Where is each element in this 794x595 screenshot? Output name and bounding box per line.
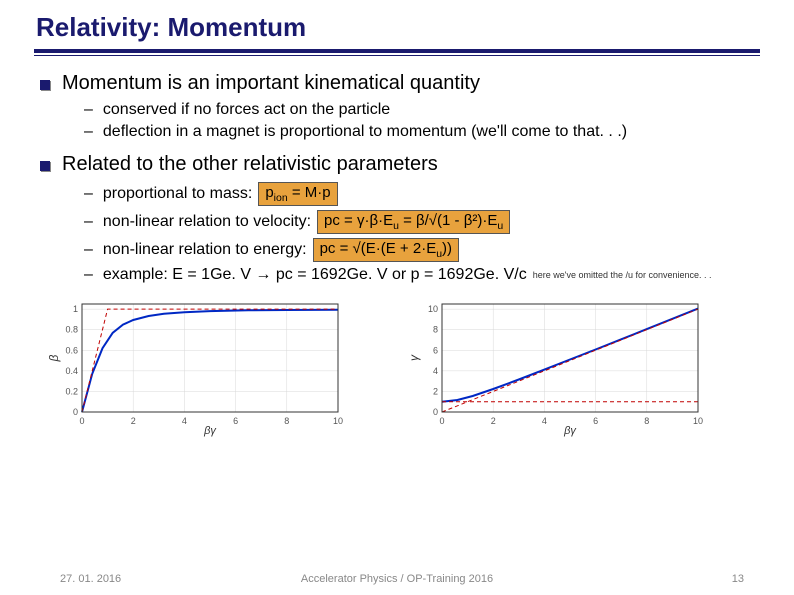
footer-date: 27. 01. 2016 xyxy=(60,573,121,585)
svg-text:2: 2 xyxy=(131,416,136,426)
bullet-sub: –non-linear relation to energy: pc = √(E·… xyxy=(84,238,758,262)
bullet-sub: –non-linear relation to velocity: pc = γ·… xyxy=(84,210,758,234)
footer-center: Accelerator Physics / OP-Training 2016 xyxy=(301,573,493,585)
bullet-sub-text: deflection in a magnet is proportional t… xyxy=(103,123,627,141)
svg-text:βγ: βγ xyxy=(203,425,217,437)
svg-text:4: 4 xyxy=(182,416,187,426)
svg-text:βγ: βγ xyxy=(563,425,577,437)
charts-row: 0 2 4 6 8 10 0 0.2 0.4 0.6 0.8 1 βγ β 0 2 4 6 8 10 0 2 4 6 8 10 β… xyxy=(46,298,794,443)
svg-text:10: 10 xyxy=(693,416,703,426)
bullet-square-icon xyxy=(40,80,50,90)
bullet-sub: –deflection in a magnet is proportional … xyxy=(84,123,758,141)
bullet-main-text: Momentum is an important kinematical qua… xyxy=(62,72,480,95)
svg-text:0.4: 0.4 xyxy=(65,366,78,376)
dash-icon: – xyxy=(84,101,93,119)
bullet-main: Momentum is an important kinematical qua… xyxy=(36,72,758,95)
svg-text:0: 0 xyxy=(73,407,78,417)
bullet-sub-text: non-linear relation to energy: xyxy=(103,241,307,259)
svg-text:1: 1 xyxy=(73,304,78,314)
svg-text:6: 6 xyxy=(233,416,238,426)
svg-text:2: 2 xyxy=(491,416,496,426)
svg-text:10: 10 xyxy=(428,304,438,314)
svg-text:4: 4 xyxy=(433,366,438,376)
footer: 27. 01. 2016 Accelerator Physics / OP-Tr… xyxy=(0,573,794,585)
bullet-sub-text: proportional to mass: xyxy=(103,185,252,203)
bullet-sub-text: non-linear relation to velocity: xyxy=(103,213,311,231)
formula-highlight: pc = √(E·(E + 2·Eu)) xyxy=(313,238,459,262)
footer-page: 13 xyxy=(732,573,744,585)
svg-text:0.2: 0.2 xyxy=(65,386,78,396)
bullet-sub: –conserved if no forces act on the parti… xyxy=(84,101,758,119)
formula-highlight: pc = γ·β·Eu = β/√(1 - β²)·Eu xyxy=(317,210,510,234)
svg-text:6: 6 xyxy=(593,416,598,426)
chart-gamma: 0 2 4 6 8 10 0 2 4 6 8 10 βγ γ xyxy=(406,298,706,443)
bullet-sub-text: conserved if no forces act on the partic… xyxy=(103,101,390,119)
svg-text:2: 2 xyxy=(433,386,438,396)
side-note: here we've omitted the /u for convenienc… xyxy=(533,270,712,280)
svg-text:8: 8 xyxy=(433,325,438,335)
svg-text:0: 0 xyxy=(439,416,444,426)
svg-text:β: β xyxy=(47,354,61,362)
svg-text:8: 8 xyxy=(284,416,289,426)
dash-icon: – xyxy=(84,241,93,259)
bullet-main: Related to the other relativistic parame… xyxy=(36,153,758,176)
bullet-sub-text: example: E = 1Ge. V → pc = 1692Ge. V or … xyxy=(103,266,527,284)
svg-text:0.6: 0.6 xyxy=(65,345,78,355)
dash-icon: – xyxy=(84,266,93,284)
bullet-main-text: Related to the other relativistic parame… xyxy=(62,153,438,176)
svg-text:0: 0 xyxy=(79,416,84,426)
bullet-square-icon xyxy=(40,161,50,171)
formula-highlight: pion = M·p xyxy=(258,182,337,206)
content-area: Momentum is an important kinematical qua… xyxy=(0,72,794,284)
dash-icon: – xyxy=(84,213,93,231)
bullet-sub: –example: E = 1Ge. V → pc = 1692Ge. V or… xyxy=(84,266,758,284)
title-rule xyxy=(34,49,760,56)
page-title: Relativity: Momentum xyxy=(0,0,794,49)
svg-text:0.8: 0.8 xyxy=(65,325,78,335)
dash-icon: – xyxy=(84,185,93,203)
svg-text:6: 6 xyxy=(433,345,438,355)
bullet-sub: –proportional to mass: pion = M·p xyxy=(84,182,758,206)
chart-beta: 0 2 4 6 8 10 0 0.2 0.4 0.6 0.8 1 βγ β xyxy=(46,298,346,443)
dash-icon: – xyxy=(84,123,93,141)
svg-text:8: 8 xyxy=(644,416,649,426)
svg-text:γ: γ xyxy=(407,354,421,361)
svg-text:10: 10 xyxy=(333,416,343,426)
svg-text:0: 0 xyxy=(433,407,438,417)
svg-text:4: 4 xyxy=(542,416,547,426)
